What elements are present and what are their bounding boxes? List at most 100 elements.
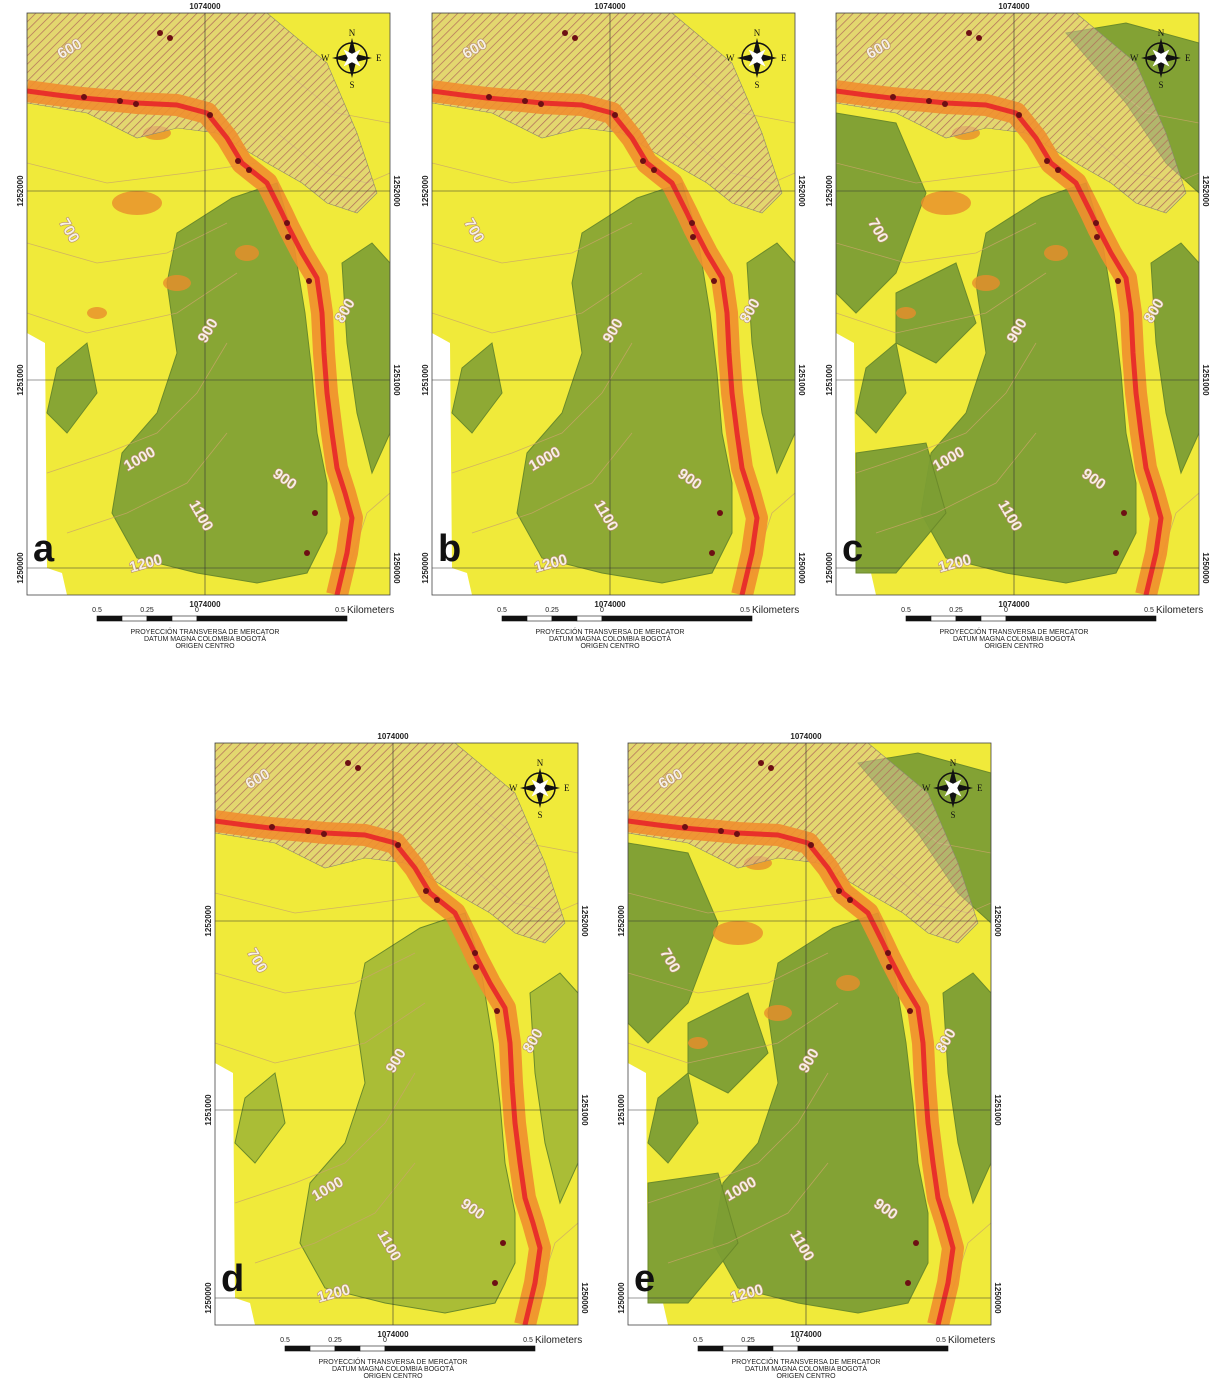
scale-segment: [956, 616, 981, 621]
scale-segment: [906, 616, 931, 621]
scale-unit: Kilometers: [347, 605, 394, 616]
site: [423, 888, 429, 894]
northing-right: 1251000: [392, 364, 401, 396]
easting-top: 1074000: [790, 732, 822, 741]
site: [612, 112, 618, 118]
site: [235, 158, 241, 164]
map-body: 600700800900100090011001200NSEWb: [432, 13, 795, 595]
projection-note: PROYECCIÓN TRANSVERSA DE MERCATOR: [319, 1357, 468, 1366]
scale-label: 0.5: [1144, 607, 1154, 614]
site: [167, 35, 173, 41]
northing-left: 1250000: [204, 1282, 213, 1314]
patch: [921, 191, 971, 215]
scale-segment: [97, 616, 122, 621]
site: [734, 831, 740, 837]
easting-top: 1074000: [998, 2, 1030, 11]
northing-right: 1250000: [993, 1282, 1002, 1314]
compass-s: S: [950, 810, 955, 820]
projection-note: ORIGEN CENTRO: [984, 643, 1044, 650]
scale-segment: [285, 1346, 310, 1351]
scale-label: 0.25: [140, 607, 154, 614]
site: [758, 760, 764, 766]
map-body: 600700800900100090011001200NSEWe: [628, 743, 991, 1325]
easting-top: 1074000: [377, 732, 409, 741]
northing-right: 1251000: [797, 364, 806, 396]
site: [321, 831, 327, 837]
compass-w: W: [726, 53, 735, 63]
site: [500, 1240, 506, 1246]
northing-right: 1250000: [797, 552, 806, 584]
scale-segment: [773, 1346, 798, 1351]
projection-note: DATUM MAGNA COLOMBIA BOGOTÁ: [745, 1364, 867, 1373]
site: [1113, 550, 1119, 556]
site: [942, 101, 948, 107]
scale-segment: [147, 616, 172, 621]
scale-segment: [122, 616, 147, 621]
site: [976, 35, 982, 41]
site: [886, 964, 892, 970]
compass-n: N: [537, 758, 544, 768]
northing-right: 1252000: [392, 175, 401, 207]
compass-s: S: [1158, 80, 1163, 90]
scale-segment: [172, 616, 197, 621]
scale-segment: [335, 1346, 360, 1351]
site: [395, 842, 401, 848]
site: [81, 94, 87, 100]
northing-left: 1250000: [617, 1282, 626, 1314]
site: [157, 30, 163, 36]
compass-n: N: [754, 28, 761, 38]
site: [709, 550, 715, 556]
site: [905, 1280, 911, 1286]
site: [355, 765, 361, 771]
northing-left: 1252000: [204, 905, 213, 937]
site: [269, 824, 275, 830]
map-panel: 600700800900100090011001200NSEWc 1074000 1…: [825, 2, 1210, 650]
northing-left: 1250000: [825, 552, 834, 584]
panel-letter: c: [842, 528, 863, 570]
scale-label: 0.5: [335, 607, 345, 614]
projection-note: DATUM MAGNA COLOMBIA BOGOTÁ: [332, 1364, 454, 1373]
site: [1115, 278, 1121, 284]
scale-label: 0.25: [328, 1337, 342, 1344]
patch: [87, 307, 107, 319]
panel-letter: d: [221, 1258, 244, 1300]
map-body: 600700800900100090011001200NSEWc: [836, 13, 1199, 595]
site: [718, 828, 724, 834]
projection-note: DATUM MAGNA COLOMBIA BOGOTÁ: [144, 634, 266, 643]
site: [345, 760, 351, 766]
northing-right: 1252000: [993, 905, 1002, 937]
scale-segment: [1006, 616, 1156, 621]
site: [1121, 510, 1127, 516]
map-panel: 600700800900100090011001200NSEWe10740001…: [617, 732, 1002, 1380]
patch: [896, 307, 916, 319]
patch: [688, 1037, 708, 1049]
scale-label: 0.5: [523, 1337, 533, 1344]
panel-letter: e: [634, 1258, 655, 1300]
site: [306, 278, 312, 284]
scale-label: 0.5: [497, 607, 507, 614]
northing-left: 1251000: [421, 364, 430, 396]
northing-left: 1251000: [204, 1094, 213, 1126]
site: [285, 234, 291, 240]
site: [1094, 234, 1100, 240]
compass-w: W: [509, 783, 518, 793]
compass-e: E: [781, 53, 787, 63]
compass-w: W: [922, 783, 931, 793]
scale-segment: [502, 616, 527, 621]
scale-label: 0.5: [936, 1337, 946, 1344]
projection-note: PROYECCIÓN TRANSVERSA DE MERCATOR: [131, 627, 280, 636]
map-body: 600700800900100090011001200NSEWd: [215, 743, 578, 1325]
site: [907, 1008, 913, 1014]
scale-unit: Kilometers: [1156, 605, 1203, 616]
scale-label: 0.25: [949, 607, 963, 614]
compass-s: S: [349, 80, 354, 90]
site: [207, 112, 213, 118]
site: [890, 94, 896, 100]
scale-segment: [748, 1346, 773, 1351]
compass-w: W: [1130, 53, 1139, 63]
easting-top: 1074000: [594, 2, 626, 11]
site: [913, 1240, 919, 1246]
northing-left: 1251000: [16, 364, 25, 396]
compass-n: N: [950, 758, 957, 768]
patch: [112, 191, 162, 215]
